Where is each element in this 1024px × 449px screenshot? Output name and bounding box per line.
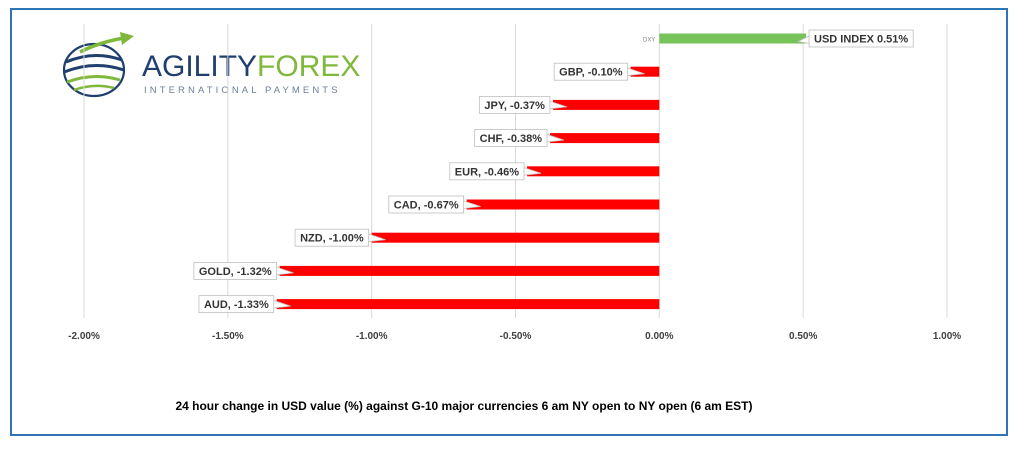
bar-dxy (659, 33, 807, 44)
bar-eur (527, 166, 660, 177)
data-label-text: GBP, -0.10% (559, 67, 623, 79)
bar-gold (279, 265, 660, 276)
data-label-aud: AUD, -1.33% (198, 295, 291, 314)
caption-text: 24 hour change in USD value (%) against … (175, 399, 753, 413)
data-label-text: AUD, -1.33% (204, 299, 269, 311)
logo-subtitle: INTERNATIONAL PAYMENTS (144, 85, 341, 96)
data-label-text: CAD, -0.67% (394, 200, 459, 212)
agility-forex-logo: AGILITYFOREX INTERNATIONAL PAYMENTS (60, 30, 360, 105)
data-label-jpy: JPY, -0.37% (478, 96, 568, 114)
logo-wordmark: AGILITYFOREX (142, 50, 361, 83)
x-tick-label: 1.00% (933, 331, 961, 342)
data-label-chf: CHF, -0.38% (474, 129, 565, 148)
bar-aud (276, 299, 660, 310)
globe-icon (62, 32, 134, 98)
chart-frame (10, 8, 1008, 436)
data-label-gold: GOLD, -1.32% (193, 261, 294, 280)
data-label-cad: CAD, -0.67% (388, 195, 481, 214)
bar-nzd (371, 232, 660, 243)
bar-cad (466, 199, 660, 210)
chart-caption: 24 hour change in USD value (%) against … (0, 399, 1024, 413)
data-label-text: USD INDEX 0.51% (814, 34, 908, 46)
data-label-text: JPY, -0.37% (484, 100, 545, 112)
data-label-text: GOLD, -1.32% (199, 266, 272, 278)
bar-gbp (630, 66, 660, 77)
x-tick-label: -0.50% (500, 331, 532, 342)
data-label-gbp: GBP, -0.10% (553, 62, 645, 81)
data-label-nzd: NZD, -1.00% (294, 228, 386, 247)
x-tick-label: 0.50% (789, 331, 817, 342)
data-label-eur: EUR, -0.46% (449, 162, 542, 181)
bar-chf (550, 133, 660, 144)
data-label-text: CHF, -0.38% (480, 133, 543, 145)
data-label-text: EUR, -0.46% (455, 166, 519, 178)
bar-jpy (552, 99, 660, 110)
data-label-dxy: USD INDEX 0.51% (796, 29, 914, 48)
x-tick-label: -1.00% (356, 331, 388, 342)
x-tick-label: -2.00% (68, 331, 100, 342)
data-label-text: NZD, -1.00% (300, 233, 364, 245)
x-tick-label: -1.50% (212, 331, 244, 342)
x-tick-label: 0.00% (645, 331, 673, 342)
category-axis-label: DXY (643, 38, 655, 44)
